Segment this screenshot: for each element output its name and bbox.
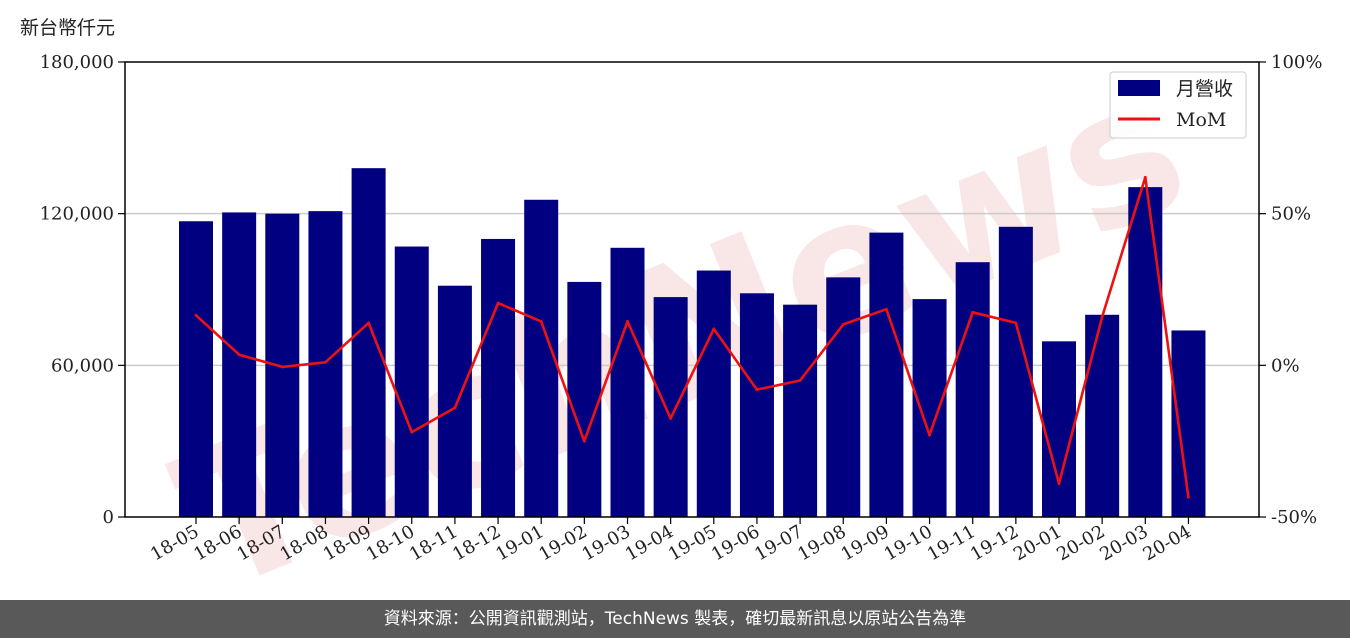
legend-swatch-bar	[1118, 80, 1160, 96]
mom-point	[755, 388, 759, 391]
mom-point	[582, 439, 586, 443]
mom-point	[1187, 495, 1190, 499]
mom-point	[1100, 315, 1104, 319]
x-tick-label: 18-05	[147, 521, 202, 565]
x-tick-label: 19-10	[881, 521, 936, 565]
x-tick-label: 19-09	[837, 521, 892, 565]
mom-point	[324, 360, 327, 364]
revenue-bar	[955, 262, 990, 517]
mom-point	[453, 406, 457, 410]
x-tick-label: 19-02	[535, 521, 590, 565]
y-right-tick-label: 100%	[1271, 52, 1322, 73]
mom-point	[798, 379, 802, 382]
x-tick-label: 19-05	[665, 521, 720, 565]
mom-point	[1014, 321, 1018, 325]
x-tick-label: 19-07	[751, 521, 806, 565]
revenue-bar	[1128, 187, 1163, 517]
revenue-bar	[826, 277, 861, 517]
x-tick-label: 19-08	[794, 521, 849, 565]
y-right-tick-label: -50%	[1271, 507, 1317, 528]
x-tick-label: 20-03	[1096, 521, 1151, 565]
legend-label-mom: MoM	[1176, 109, 1226, 131]
mom-point	[971, 310, 975, 314]
mom-point	[539, 319, 543, 323]
revenue-bar	[437, 285, 472, 517]
revenue-bar	[394, 246, 429, 517]
y-left-tick-label: 60,000	[51, 355, 114, 376]
x-tick-label: 19-01	[492, 521, 547, 565]
mom-point	[496, 301, 500, 305]
revenue-chart: TechNews 060,000120,000180,000-50%0%50%1…	[20, 17, 1322, 600]
mom-point	[841, 322, 845, 326]
mom-point	[367, 321, 370, 325]
mom-point	[712, 327, 716, 331]
source-footer: 資料來源：公開資訊觀測站，TechNews 製表，確切最新訊息以原站公告為準	[0, 600, 1350, 638]
x-tick-label: 20-02	[1053, 521, 1108, 565]
revenue-bar	[998, 226, 1033, 518]
mom-point	[194, 313, 198, 317]
revenue-bar	[1042, 341, 1076, 517]
revenue-bar	[653, 297, 688, 517]
revenue-bar	[739, 293, 774, 517]
revenue-bar	[1171, 330, 1206, 517]
mom-point	[410, 430, 414, 434]
x-tick-label: 20-04	[1140, 521, 1195, 565]
mom-point	[280, 365, 284, 369]
revenue-bar	[567, 281, 602, 517]
y-right-tick-label: 50%	[1271, 204, 1311, 225]
revenue-bar	[481, 238, 516, 517]
plot-frame	[124, 61, 1260, 518]
revenue-bar	[912, 299, 947, 517]
mom-series	[194, 175, 1190, 499]
x-tick-label: 19-06	[708, 521, 763, 565]
bar-series	[179, 168, 1206, 518]
mom-point	[928, 433, 931, 437]
x-tick-label: 19-04	[622, 521, 677, 565]
revenue-bar	[351, 168, 386, 517]
y-axis-unit-label: 新台幣仟元	[20, 17, 115, 39]
x-tick-label: 20-01	[1010, 521, 1065, 565]
mom-line	[195, 176, 1190, 498]
mom-point	[669, 417, 673, 420]
mom-point	[885, 307, 888, 311]
y-left-tick-label: 120,000	[40, 204, 114, 225]
y-left-tick-label: 180,000	[40, 52, 114, 73]
revenue-bar	[610, 247, 645, 517]
x-tick-label: 19-12	[967, 521, 1022, 565]
revenue-bar	[179, 221, 213, 517]
legend-label-revenue: 月營收	[1176, 78, 1233, 100]
x-tick-label: 19-03	[579, 521, 634, 565]
y-right-tick-label: 0%	[1271, 355, 1300, 376]
mom-point	[626, 319, 629, 323]
mom-point	[237, 353, 241, 357]
mom-point	[1057, 482, 1061, 486]
revenue-bar	[524, 199, 559, 517]
revenue-bar	[869, 232, 904, 517]
x-tick-label: 19-11	[924, 521, 979, 565]
legend: 月營收 MoM	[1109, 71, 1247, 139]
revenue-bar	[696, 270, 731, 517]
revenue-bar	[1085, 314, 1120, 517]
revenue-bar	[783, 304, 818, 517]
revenue-bar	[222, 212, 257, 517]
y-left-tick-label: 0	[103, 507, 114, 528]
mom-point	[1143, 175, 1147, 179]
